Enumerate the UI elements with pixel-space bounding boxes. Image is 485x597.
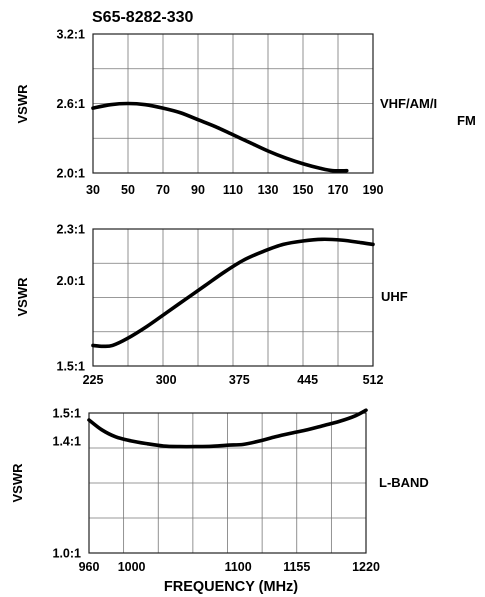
x-tick-label: 445 <box>297 373 318 387</box>
x-tick-label: 1000 <box>118 560 146 574</box>
x-tick-label: 130 <box>258 183 279 197</box>
x-tick-label: 960 <box>79 560 100 574</box>
vswr-curve <box>87 408 368 449</box>
x-tick-label: 190 <box>363 183 384 197</box>
y-axis-label: VSWR <box>10 463 25 503</box>
band-label: L-BAND <box>379 475 429 490</box>
chart-panels: 30 50 70 90 110 130 150 170 190 2.0:1 2.6:1 3.2:1 VS… <box>10 28 476 575</box>
plot-frame <box>92 33 374 174</box>
vswr-curve <box>91 101 349 173</box>
x-tick-label: 90 <box>191 183 205 197</box>
x-tick-label: 1220 <box>352 560 380 574</box>
x-tick-label: 30 <box>86 183 100 197</box>
chart-panel-3: 960 1000 1100 1155 1220 1.0:1 1.4:1 1.5:1 VSWR L-… <box>10 407 429 575</box>
chart-panel-1: 30 50 70 90 110 130 150 170 190 2.0:1 2.6:1 3.2:1 VS… <box>15 28 476 198</box>
y-tick-label: 1.5:1 <box>57 360 86 374</box>
y-tick-label: 1.5:1 <box>53 407 82 421</box>
y-axis-label: VSWR <box>15 277 30 317</box>
y-tick-label: 1.0:1 <box>53 547 82 561</box>
x-tick-label: 375 <box>229 373 250 387</box>
band-label: UHF <box>381 289 408 304</box>
y-tick-label: 2.0:1 <box>57 167 86 181</box>
x-tick-label: 50 <box>121 183 135 197</box>
chart-panel-2: 225 300 375 445 512 1.5:1 2.0:1 2.3:1 VSWR UHF <box>15 223 408 388</box>
band-label: VHF/AM/I <box>380 96 437 111</box>
x-tick-label: 170 <box>328 183 349 197</box>
y-tick-label: 2.3:1 <box>57 223 86 237</box>
x-tick-label: 150 <box>293 183 314 197</box>
y-axis-label: VSWR <box>15 84 30 124</box>
x-tick-label: 225 <box>83 373 104 387</box>
x-tick-label: 110 <box>223 183 243 197</box>
vswr-curve <box>91 237 375 349</box>
y-tick-label: 1.4:1 <box>53 435 82 449</box>
plot-frame <box>92 228 374 367</box>
x-axis-title: FREQUENCY (MHz) <box>164 579 298 595</box>
figure-title: S65-8282-330 <box>92 9 194 26</box>
y-tick-label: 2.0:1 <box>57 274 86 288</box>
y-tick-label: 2.6:1 <box>57 97 86 111</box>
x-tick-label: 1155 <box>283 560 310 574</box>
band-label-extra: FM <box>457 113 476 128</box>
plot-frame <box>88 412 367 554</box>
x-tick-label: 512 <box>363 373 384 387</box>
y-tick-label: 3.2:1 <box>57 28 86 42</box>
x-tick-label: 70 <box>156 183 170 197</box>
x-tick-label: 300 <box>156 373 177 387</box>
x-tick-label: 1100 <box>225 560 252 574</box>
